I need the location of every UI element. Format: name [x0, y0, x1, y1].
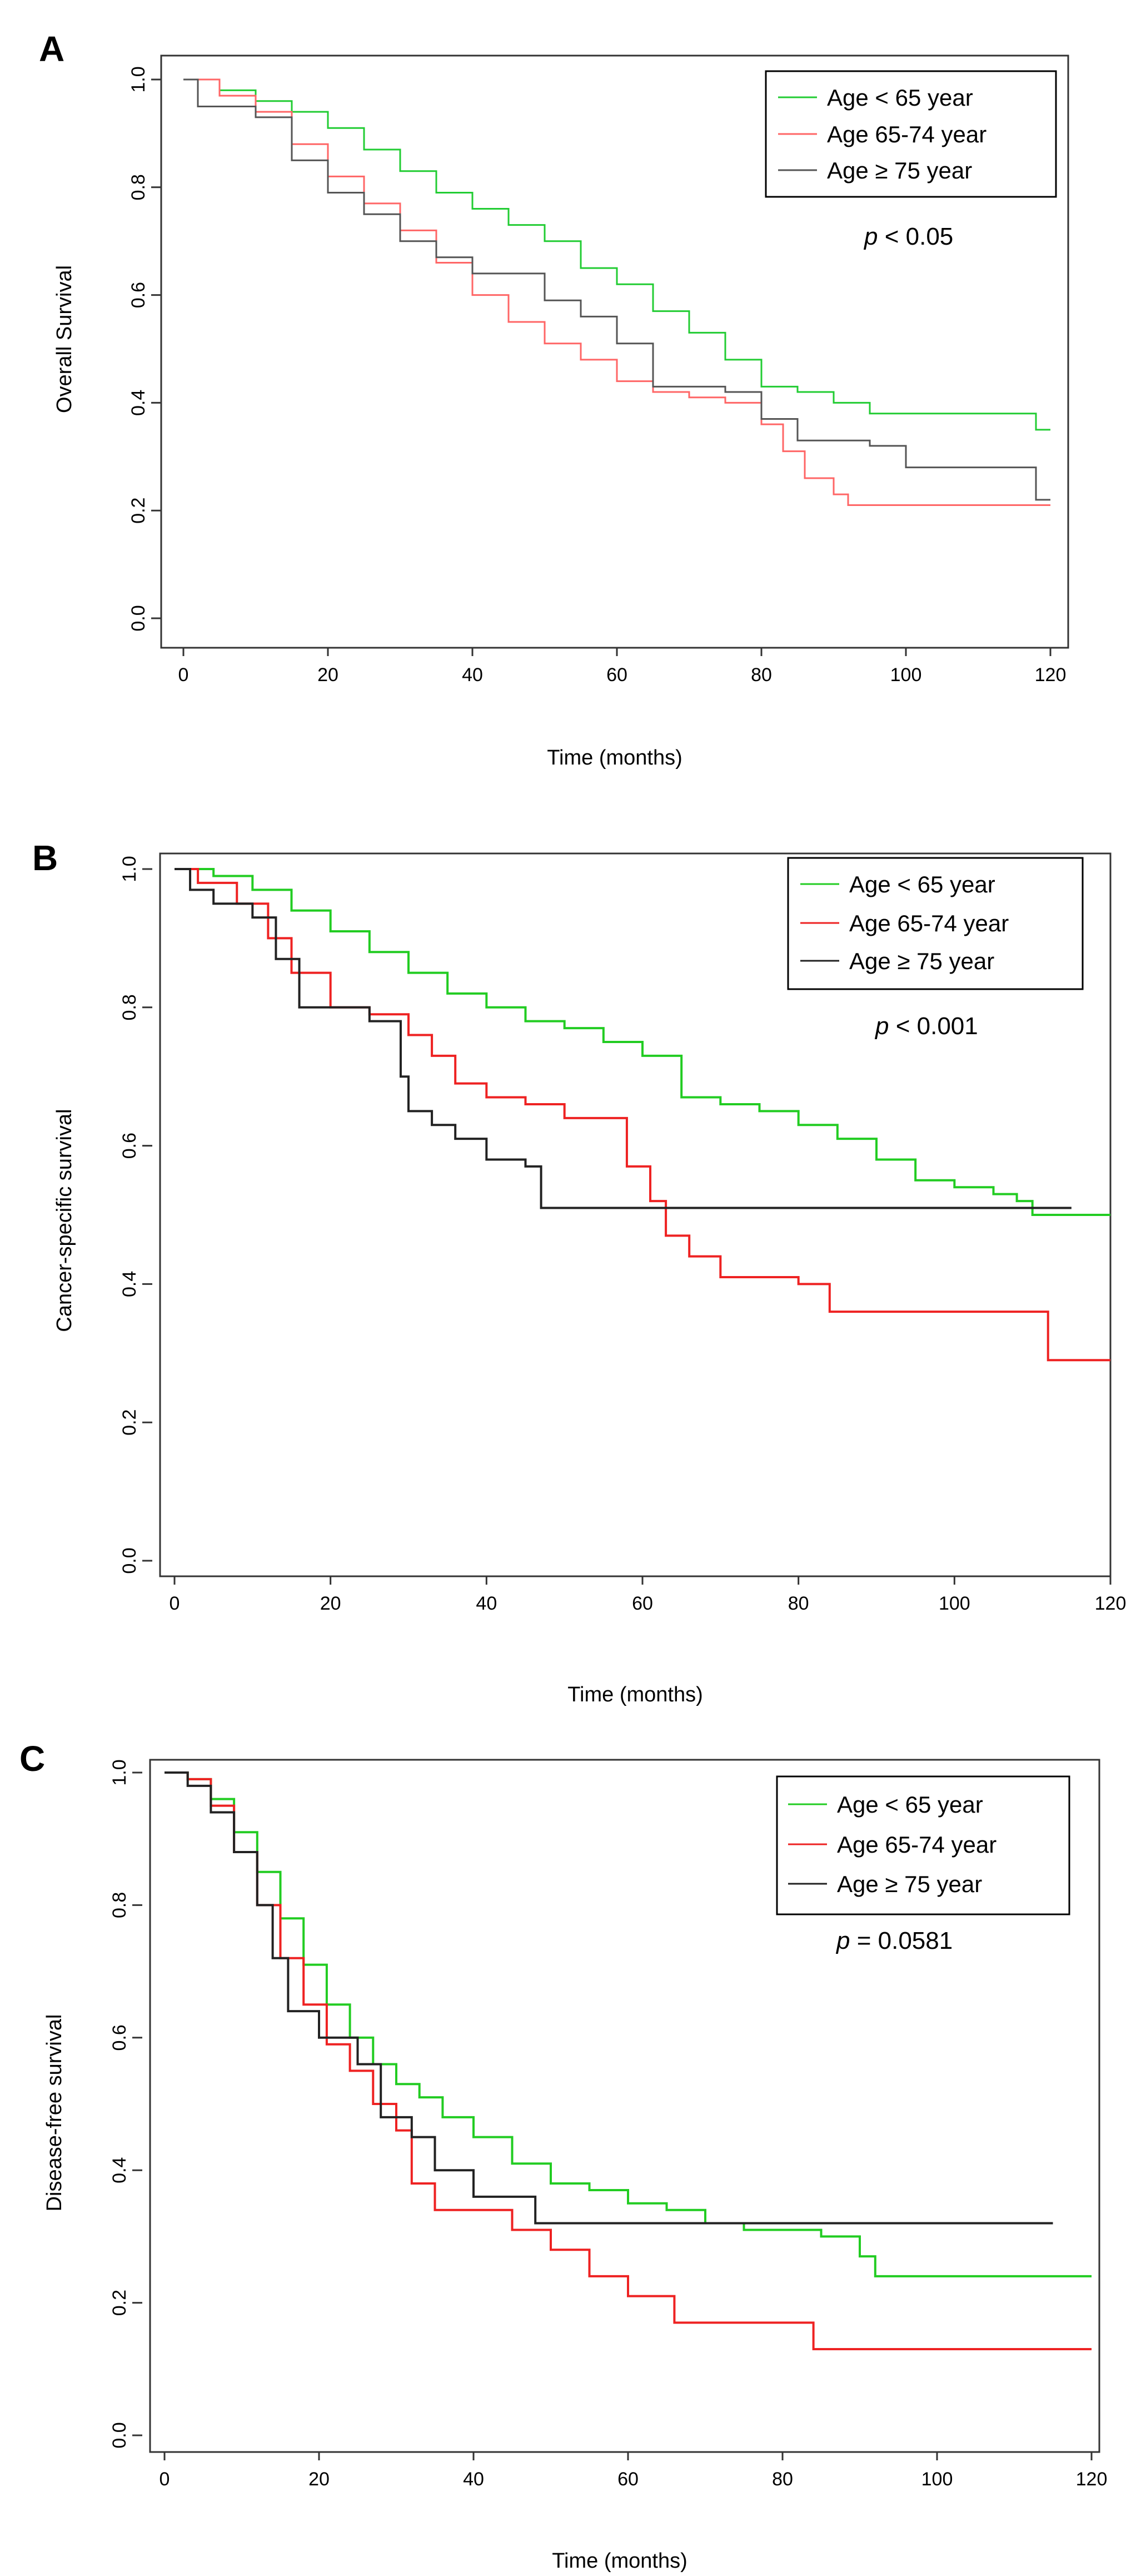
legend-label-lt65-b: Age < 65 year — [849, 871, 995, 897]
x-tick-label-a-40: 40 — [462, 664, 483, 686]
y-tick-label-a-1: 0.2 — [128, 498, 149, 524]
x-tick-label-a-60: 60 — [606, 664, 627, 686]
y-tick-label-c-5: 1.0 — [109, 1759, 130, 1785]
plot-frame-a — [160, 54, 1069, 649]
y-tick-label-b-0: 0.0 — [119, 1547, 140, 1574]
x-tick-label-c-0: 0 — [160, 2469, 170, 2490]
x-tick-label-c-100: 100 — [921, 2469, 953, 2490]
legend-a: Age < 65 year Age 65-74 year Age ≥ 75 ye… — [765, 70, 1057, 198]
p-value-a: p < 0.05 — [863, 223, 953, 250]
survival-curve-lt65-b — [175, 868, 1110, 1216]
x-axis-label-c: Time (months) — [552, 2549, 687, 2573]
legend-label-lt65-a: Age < 65 year — [827, 85, 973, 111]
survival-curve-6574-b — [175, 868, 1110, 1362]
p-value-b: p < 0.001 — [874, 1012, 978, 1040]
x-tick-label-b-0: 0 — [170, 1593, 180, 1614]
plot-frame-c — [149, 1759, 1100, 2453]
legend-c: Age < 65 year Age 65-74 year Age ≥ 75 ye… — [776, 1775, 1070, 1915]
panel-a: A 0 20 40 60 80 100 120 0.0 0.2 0.4 0.6 0.8 1.0 Age … — [39, 29, 1069, 770]
legend-label-ge75-b: Age ≥ 75 year — [849, 948, 994, 974]
y-axis-label-b: Cancer-specific survival — [53, 1109, 76, 1332]
x-tick-label-b-100: 100 — [939, 1593, 970, 1614]
x-tick-label-c-20: 20 — [308, 2469, 330, 2490]
y-axis-label-c: Disease-free survival — [43, 2014, 66, 2212]
x-tick-label-a-20: 20 — [317, 664, 338, 686]
y-tick-label-a-0: 0.0 — [128, 605, 149, 631]
y-axis-label-a: Overall Survival — [53, 265, 76, 413]
x-tick-label-c-120: 120 — [1076, 2469, 1108, 2490]
x-axis-label-a: Time (months) — [547, 746, 682, 770]
legend-label-6574-c: Age 65-74 year — [837, 1832, 997, 1858]
survival-curve-6574-a — [183, 78, 1050, 507]
panel-letter-b: B — [32, 838, 58, 878]
y-tick-label-a-3: 0.6 — [128, 282, 149, 308]
y-tick-label-b-5: 1.0 — [119, 856, 140, 882]
legend-b: Age < 65 year Age 65-74 year Age ≥ 75 ye… — [787, 857, 1084, 990]
survival-curve-lt65-c — [165, 1771, 1092, 2277]
y-tick-label-a-5: 1.0 — [128, 66, 149, 92]
x-tick-label-a-120: 120 — [1035, 664, 1067, 686]
x-tick-label-c-40: 40 — [463, 2469, 484, 2490]
survival-curve-ge75-c — [165, 1771, 1053, 2225]
survival-curve-lt65-a — [183, 78, 1050, 431]
y-tick-label-c-3: 0.6 — [109, 2024, 130, 2051]
p-value-c: p = 0.0581 — [835, 1927, 953, 1954]
panel-c: C 0 20 40 60 80 100 120 0.0 0.2 0.4 0.6 0.8 1.0 Age … — [19, 1739, 1107, 2573]
panel-letter-c: C — [19, 1739, 45, 1779]
legend-label-6574-a: Age 65-74 year — [827, 121, 986, 147]
x-tick-label-c-80: 80 — [772, 2469, 793, 2490]
panel-b: B 0 20 40 60 80 100 120 0.0 0.2 0.4 0.6 0.8 1.0 Age … — [32, 838, 1126, 1706]
x-tick-label-b-80: 80 — [788, 1593, 809, 1614]
x-axis-label-b: Time (months) — [567, 1683, 703, 1706]
x-tick-label-b-20: 20 — [320, 1593, 341, 1614]
x-tick-label-a-80: 80 — [751, 664, 772, 686]
y-tick-label-b-4: 0.8 — [119, 994, 140, 1020]
y-tick-label-a-2: 0.4 — [128, 390, 149, 416]
panel-letter-a: A — [39, 29, 64, 69]
y-tick-label-c-1: 0.2 — [109, 2290, 130, 2316]
y-tick-label-b-1: 0.2 — [119, 1409, 140, 1436]
x-tick-label-a-0: 0 — [178, 664, 189, 686]
legend-label-ge75-a: Age ≥ 75 year — [827, 157, 972, 183]
legend-label-6574-b: Age 65-74 year — [849, 910, 1009, 936]
x-tick-label-a-100: 100 — [890, 664, 922, 686]
y-tick-label-c-0: 0.0 — [109, 2422, 130, 2448]
legend-label-ge75-c: Age ≥ 75 year — [837, 1871, 982, 1897]
survival-curve-ge75-a — [183, 78, 1050, 501]
legend-box-c — [776, 1775, 1070, 1915]
y-tick-label-c-2: 0.4 — [109, 2157, 130, 2183]
x-tick-label-b-60: 60 — [632, 1593, 653, 1614]
x-tick-label-b-40: 40 — [476, 1593, 497, 1614]
x-tick-label-c-60: 60 — [617, 2469, 639, 2490]
x-tick-label-b-120: 120 — [1095, 1593, 1127, 1614]
y-tick-label-b-3: 0.6 — [119, 1133, 140, 1159]
survival-curve-ge75-b — [175, 868, 1072, 1209]
y-tick-label-b-2: 0.4 — [119, 1271, 140, 1297]
legend-label-lt65-c: Age < 65 year — [837, 1791, 983, 1818]
y-tick-label-c-4: 0.8 — [109, 1892, 130, 1918]
y-tick-label-a-4: 0.8 — [128, 174, 149, 200]
